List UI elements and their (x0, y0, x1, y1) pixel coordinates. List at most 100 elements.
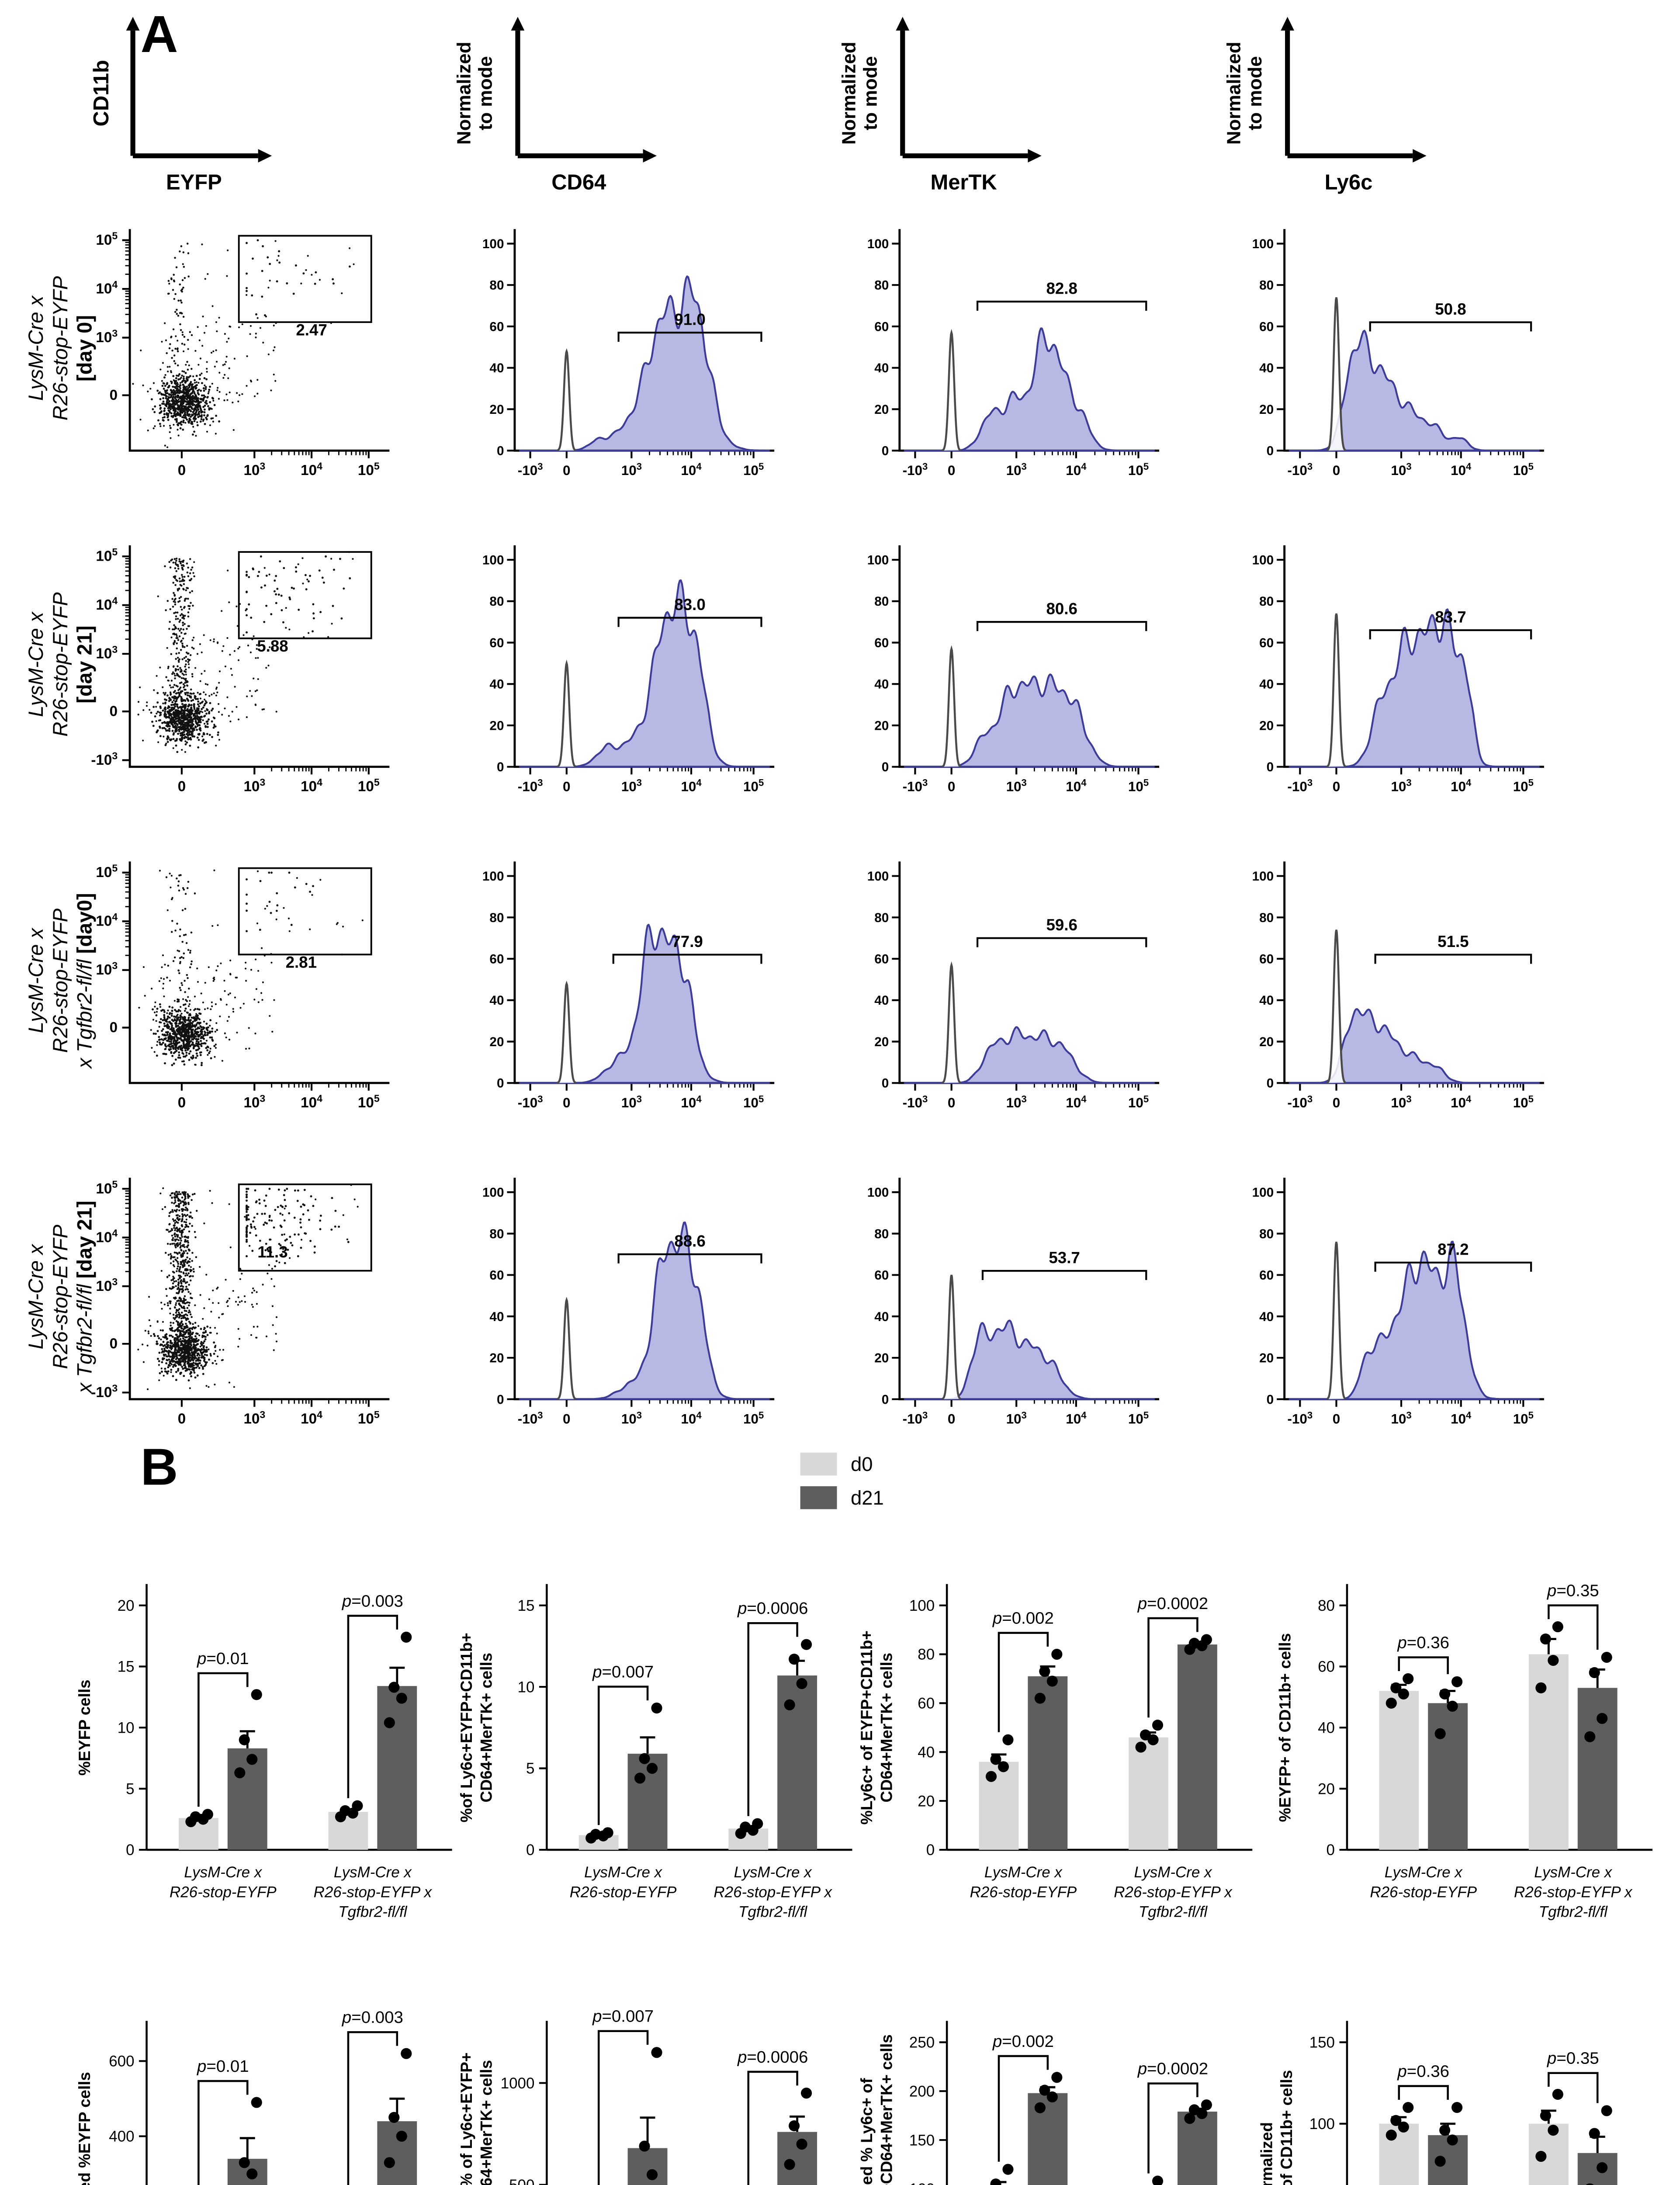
svg-text:103: 103 (621, 777, 642, 794)
svg-text:103: 103 (243, 777, 265, 795)
svg-text:0: 0 (882, 1076, 889, 1091)
svg-text:40: 40 (874, 677, 889, 692)
svg-text:0: 0 (110, 1336, 118, 1352)
svg-text:0: 0 (110, 703, 118, 719)
svg-text:80: 80 (1259, 594, 1274, 609)
flow-scatter-row3: 0 103 104 105 105 104 103 0 2.81 (96, 861, 390, 1111)
svg-text:0: 0 (497, 1076, 504, 1091)
svg-text:77.9: 77.9 (672, 933, 703, 950)
bar-chart-6: 05001000normalized % of Ly6c+EYFP+CD11b+… (457, 2007, 817, 2185)
svg-text:100: 100 (867, 237, 889, 251)
svg-text:0: 0 (178, 462, 186, 479)
svg-text:-103: -103 (903, 1093, 928, 1110)
svg-text:60: 60 (489, 952, 504, 967)
svg-text:105: 105 (96, 230, 118, 249)
svg-text:105: 105 (1128, 777, 1149, 794)
svg-text:0: 0 (1333, 463, 1340, 478)
svg-text:Normalized: Normalized (1223, 42, 1244, 144)
svg-text:100: 100 (482, 869, 504, 884)
svg-text:0: 0 (948, 463, 955, 478)
svg-text:-103: -103 (518, 777, 543, 794)
svg-text:40: 40 (489, 361, 504, 375)
svg-text:103: 103 (243, 1093, 265, 1111)
svg-text:91.0: 91.0 (674, 311, 705, 329)
svg-text:105: 105 (743, 461, 764, 478)
flow-scatter-row1: 0 103 104 105 105 104 103 0 2.47 (96, 229, 390, 479)
svg-text:40: 40 (489, 993, 504, 1008)
flow-hist-row2-cd64: 0 20 40 60 80 100 -103 0 103 104 105 83.0 (482, 545, 775, 794)
svg-text:0: 0 (1267, 760, 1274, 774)
svg-text:103: 103 (243, 460, 265, 479)
svg-text:0: 0 (948, 1095, 955, 1110)
svg-text:105: 105 (743, 777, 764, 794)
svg-text:104: 104 (1451, 461, 1472, 478)
svg-text:104: 104 (1451, 777, 1472, 794)
svg-text:80: 80 (1259, 278, 1274, 293)
svg-text:105: 105 (358, 1409, 380, 1427)
svg-text:20: 20 (1259, 718, 1274, 733)
svg-text:CD11b: CD11b (90, 60, 113, 126)
svg-text:2.81: 2.81 (286, 954, 317, 971)
svg-text:104: 104 (301, 1093, 322, 1111)
flow-hist-row3-mertk: 0 20 40 60 80 100 -103 0 103 104 105 59.6 (867, 861, 1160, 1110)
svg-text:105: 105 (96, 1179, 118, 1197)
svg-text:20: 20 (874, 1035, 889, 1049)
svg-text:60: 60 (1259, 319, 1274, 334)
svg-text:40: 40 (874, 993, 889, 1008)
svg-text:100: 100 (482, 553, 504, 568)
svg-text:to mode: to mode (475, 56, 496, 130)
svg-text:103: 103 (1391, 1093, 1411, 1110)
svg-text:104: 104 (96, 595, 118, 614)
svg-text:103: 103 (1391, 461, 1411, 478)
legend-item-d21: d21 (800, 1486, 884, 1509)
col-header-mertk: Normalized to mode MerTK (838, 17, 1042, 194)
svg-text:-103: -103 (91, 1382, 118, 1401)
svg-text:20: 20 (489, 718, 504, 733)
svg-text:60: 60 (1259, 636, 1274, 650)
svg-text:104: 104 (1066, 777, 1087, 794)
svg-text:104: 104 (1066, 461, 1087, 478)
svg-text:-103: -103 (903, 461, 928, 478)
panel-a-label: A (140, 6, 178, 64)
svg-text:103: 103 (621, 461, 642, 478)
svg-text:100: 100 (867, 869, 889, 884)
flow-hist-row2-ly6c: 0 20 40 60 80 100 -103 0 103 104 105 83.7 (1252, 545, 1544, 794)
d0-swatch (800, 1453, 837, 1476)
svg-text:105: 105 (1128, 461, 1149, 478)
svg-text:0: 0 (1333, 779, 1340, 794)
svg-text:104: 104 (301, 460, 322, 479)
svg-text:60: 60 (489, 636, 504, 650)
svg-text:-103: -103 (903, 777, 928, 794)
svg-text:100: 100 (1252, 553, 1274, 568)
svg-text:105: 105 (358, 1093, 380, 1111)
svg-text:105: 105 (96, 863, 118, 881)
svg-text:80: 80 (489, 911, 504, 925)
svg-text:80.6: 80.6 (1046, 600, 1077, 618)
svg-text:60: 60 (874, 636, 889, 650)
svg-text:103: 103 (243, 1409, 265, 1427)
d21-swatch (800, 1486, 837, 1509)
svg-text:to mode: to mode (1244, 56, 1266, 130)
panel-b-label: B (140, 1439, 178, 1497)
svg-text:105: 105 (96, 546, 118, 565)
svg-text:104: 104 (96, 911, 118, 929)
svg-text:60: 60 (874, 319, 889, 334)
svg-text:100: 100 (482, 237, 504, 251)
svg-text:104: 104 (1066, 1093, 1087, 1110)
flow-scatter-row2: 0 103 104 105 105 104 103 0 -103 5.88 (91, 545, 390, 795)
svg-text:105: 105 (1513, 777, 1534, 794)
svg-text:40: 40 (1259, 677, 1274, 692)
svg-text:100: 100 (1252, 869, 1274, 884)
svg-text:105: 105 (743, 1093, 764, 1110)
svg-text:Ly6c: Ly6c (1325, 170, 1373, 194)
bar-chart-7: 050100150200250normalized % Ly6c+ ofEYFP… (858, 2021, 1217, 2185)
svg-text:20: 20 (489, 402, 504, 417)
svg-text:0: 0 (882, 444, 889, 458)
svg-text:83.0: 83.0 (674, 596, 705, 614)
flow-hist-row3-ly6c: 0 20 40 60 80 100 -103 0 103 104 105 51.5 (1252, 861, 1544, 1110)
